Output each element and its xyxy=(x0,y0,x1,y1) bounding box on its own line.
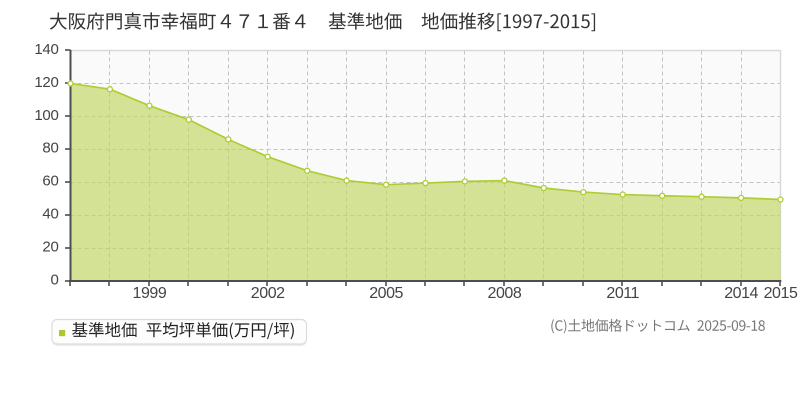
svg-text:60: 60 xyxy=(42,173,58,190)
svg-text:0: 0 xyxy=(50,271,58,288)
svg-text:2015: 2015 xyxy=(764,285,798,302)
svg-text:2002: 2002 xyxy=(251,285,285,302)
svg-text:20: 20 xyxy=(42,239,58,256)
svg-text:2011: 2011 xyxy=(606,285,639,302)
svg-text:2005: 2005 xyxy=(369,285,403,302)
svg-text:1999: 1999 xyxy=(133,285,167,302)
svg-text:80: 80 xyxy=(42,140,58,157)
svg-text:2008: 2008 xyxy=(488,285,522,302)
svg-text:40: 40 xyxy=(42,206,58,223)
svg-text:120: 120 xyxy=(34,74,58,91)
svg-text:100: 100 xyxy=(34,107,58,124)
svg-text:2014: 2014 xyxy=(724,285,758,302)
svg-text:140: 140 xyxy=(34,41,58,58)
